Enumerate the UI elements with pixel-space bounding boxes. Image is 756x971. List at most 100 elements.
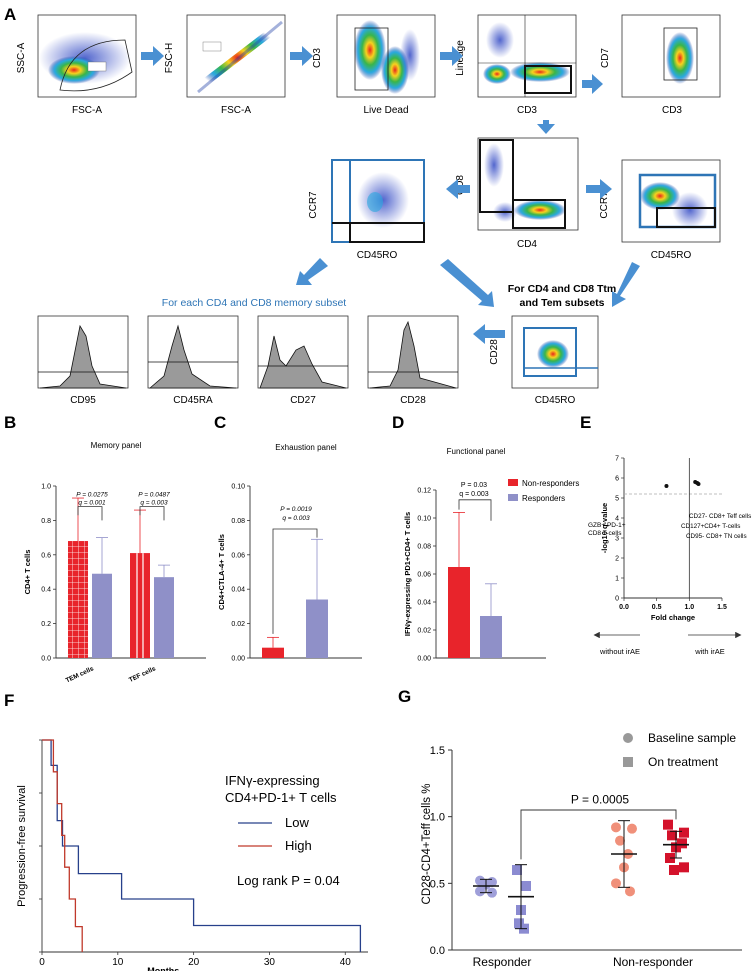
panel-a: A SSC-A FSC-A FSC-H FSC-A CD3 Live bbox=[4, 5, 721, 406]
y-tick-label: 4 bbox=[615, 516, 619, 523]
y-tick-label: 1 bbox=[615, 576, 619, 583]
legend-label-low: Low bbox=[285, 815, 309, 830]
panel-b: 0.0 0.2 0.4 0.6 0.8 1.0 Memory panel CD4+ T cel… bbox=[23, 441, 206, 684]
point-label-gzb-line1: GZB+ PD-1+ bbox=[588, 522, 626, 529]
label-without-irae: without irAE bbox=[599, 647, 640, 656]
data-point-baseline-2-0 bbox=[611, 822, 621, 833]
y-tick-label: 7 bbox=[615, 456, 619, 463]
p-value: P = 0.0275 bbox=[76, 492, 108, 499]
data-point-treatment-1-1 bbox=[521, 881, 531, 891]
histogram-xlabel-1: CD45RA bbox=[173, 395, 213, 406]
histogram-curve-3 bbox=[369, 320, 457, 389]
y-tick-label: 0.4 bbox=[41, 587, 51, 594]
y-axis-label: Progression-free survival bbox=[16, 785, 28, 907]
x-tick-label: 0.5 bbox=[652, 604, 662, 611]
y-tick-label: 0.00 bbox=[231, 656, 245, 663]
y-tick-label: 0.08 bbox=[417, 544, 431, 551]
ylabel-cd8: CD8 bbox=[455, 175, 466, 195]
y-tick-label: 5 bbox=[615, 496, 619, 503]
plot-cd8-cd4: CD8 CD4 bbox=[455, 137, 579, 250]
ylabel-ccr7-left: CCR7 bbox=[308, 191, 319, 219]
bar-non-responders bbox=[448, 567, 470, 658]
xlabel-fsca: FSC-A bbox=[221, 105, 251, 116]
p-value: P = 0.0487 bbox=[138, 492, 170, 499]
y-tick-label: 0.02 bbox=[231, 621, 245, 628]
ylabel-cd3: CD3 bbox=[312, 48, 323, 68]
point-label-cd95: CD95- CD8+ TN cells bbox=[686, 533, 747, 540]
panel-letter-e: E bbox=[580, 413, 591, 432]
bar-non-responders bbox=[262, 647, 284, 658]
p-value: P = 0.0019 bbox=[280, 506, 312, 513]
point-label-cd127: CD127+CD4+ T-cells bbox=[681, 523, 740, 530]
legend-label-baseline: Baseline sample bbox=[648, 731, 736, 745]
survival-curve-low bbox=[42, 739, 362, 952]
data-point-baseline-2-2 bbox=[615, 835, 625, 846]
p-value: P = 0.03 bbox=[461, 482, 487, 489]
data-point-baseline-2-5 bbox=[611, 878, 621, 889]
ylabel-ssc: SSC-A bbox=[16, 42, 27, 73]
data-point-treatment-3-3 bbox=[677, 838, 687, 849]
legend-marker-baseline bbox=[623, 733, 633, 743]
plot-ccr7-cd45ro-right: CCR7 CD45RO bbox=[599, 159, 721, 261]
y-tick-label: 0.8 bbox=[41, 518, 51, 525]
x-tick-label: 20 bbox=[188, 957, 200, 968]
chart-title: Functional panel bbox=[447, 447, 506, 456]
y-tick-label: 1.0 bbox=[430, 812, 445, 824]
panel-d: 0.00 0.02 0.04 0.06 0.08 0.10 0.12 Functional p… bbox=[403, 447, 579, 663]
y-tick-label: 0.2 bbox=[41, 621, 51, 628]
data-point-treatment-1-3 bbox=[514, 918, 524, 929]
data-point-baseline-0-2 bbox=[475, 886, 485, 897]
ttm-note-line2: and Tem subsets bbox=[520, 297, 605, 309]
category-label-responder: Responder bbox=[473, 955, 532, 969]
ylabel-ccr7-right: CCR7 bbox=[599, 191, 610, 219]
panel-letter-a: A bbox=[4, 5, 16, 24]
y-tick-label: 1.0 bbox=[41, 484, 51, 491]
legend-label-on-treatment: On treatment bbox=[648, 755, 719, 769]
histogram-curve-0 bbox=[39, 324, 127, 389]
plot-cd28-cd45ro: CD28 CD45RO bbox=[489, 315, 599, 406]
y-tick-label: 0.00 bbox=[417, 656, 431, 663]
y-tick-label: 0.10 bbox=[417, 516, 431, 523]
p-value: P = 0.0005 bbox=[571, 792, 629, 806]
significance-bracket bbox=[272, 528, 318, 634]
y-tick-label: 0.6 bbox=[41, 552, 51, 559]
memory-note: For each CD4 and CD8 memory subset bbox=[162, 297, 346, 309]
bar-non-responders-0 bbox=[68, 541, 88, 658]
y-tick-label: 2 bbox=[615, 556, 619, 563]
panel-letter-c: C bbox=[214, 413, 226, 432]
panel-letter-g: G bbox=[398, 687, 411, 706]
xlabel-livedead: Live Dead bbox=[363, 105, 408, 116]
q-value: q = 0.003 bbox=[282, 515, 310, 522]
significance-bracket bbox=[77, 506, 103, 521]
legend-swatch-nonresponders bbox=[508, 479, 518, 486]
data-point-baseline-2-1 bbox=[627, 823, 637, 834]
y-tick-label: 6 bbox=[615, 476, 619, 483]
plot-ccr7-cd45ro-left: CCR7 CD45RO bbox=[308, 159, 425, 261]
plot-lineage-cd3: Lineage CD3 bbox=[455, 14, 577, 116]
significance-bracket bbox=[520, 809, 677, 860]
xlabel-cd45ro-bottom: CD45RO bbox=[535, 395, 576, 406]
legend-marker-on-treatment bbox=[623, 757, 633, 767]
ylabel-cd28: CD28 bbox=[489, 339, 500, 365]
y-axis-label: CD28-CD4+Teff cells % bbox=[421, 784, 433, 905]
histogram-curve-2 bbox=[259, 335, 347, 389]
x-tick-label: 0 bbox=[39, 957, 45, 968]
y-tick-label: 0.06 bbox=[231, 552, 245, 559]
y-axis-label: CD4+ T cells bbox=[23, 550, 32, 595]
chart-title: Exhaustion panel bbox=[275, 443, 337, 452]
legend-label-nonresponders: Non-responders bbox=[522, 479, 579, 488]
y-tick-label: 0.0 bbox=[430, 945, 445, 957]
y-axis-label: IFNγ-expressing PD1+CD4+ T cells bbox=[403, 512, 412, 636]
y-tick-label: 0.04 bbox=[231, 587, 245, 594]
x-axis-label: Months bbox=[147, 966, 179, 971]
data-point-treatment-3-6 bbox=[679, 862, 689, 873]
data-point-treatment-3-0 bbox=[663, 819, 673, 830]
panel-f: 0 10 20 30 40 Months Progression-free survival… bbox=[16, 739, 368, 971]
row2-arrows bbox=[296, 179, 640, 344]
plot-cd3-livedead: CD3 Live Dead bbox=[312, 14, 436, 116]
bar-responders-1 bbox=[154, 577, 174, 658]
q-value: q = 0.003 bbox=[459, 491, 488, 498]
histogram-xlabel-3: CD28 bbox=[400, 395, 426, 406]
xlabel-cd3-3: CD3 bbox=[662, 105, 682, 116]
